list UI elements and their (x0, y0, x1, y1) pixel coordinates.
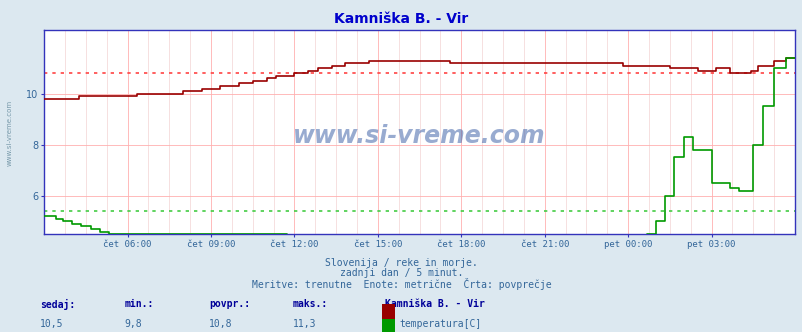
Text: maks.:: maks.: (293, 299, 328, 309)
Text: 11,3: 11,3 (293, 319, 316, 329)
Text: povpr.:: povpr.: (209, 299, 249, 309)
Text: Kamniška B. - Vir: Kamniška B. - Vir (334, 12, 468, 26)
Text: zadnji dan / 5 minut.: zadnji dan / 5 minut. (339, 268, 463, 278)
Text: www.si-vreme.com: www.si-vreme.com (6, 100, 12, 166)
Text: min.:: min.: (124, 299, 154, 309)
Text: 9,8: 9,8 (124, 319, 142, 329)
Text: sedaj:: sedaj: (40, 299, 75, 310)
Text: Slovenija / reke in morje.: Slovenija / reke in morje. (325, 258, 477, 268)
Text: temperatura[C]: temperatura[C] (399, 319, 480, 329)
Text: 10,8: 10,8 (209, 319, 232, 329)
Text: www.si-vreme.com: www.si-vreme.com (293, 124, 545, 148)
Text: Kamniška B. - Vir: Kamniška B. - Vir (385, 299, 484, 309)
Text: Meritve: trenutne  Enote: metrične  Črta: povprečje: Meritve: trenutne Enote: metrične Črta: … (251, 278, 551, 290)
Text: 10,5: 10,5 (40, 319, 63, 329)
